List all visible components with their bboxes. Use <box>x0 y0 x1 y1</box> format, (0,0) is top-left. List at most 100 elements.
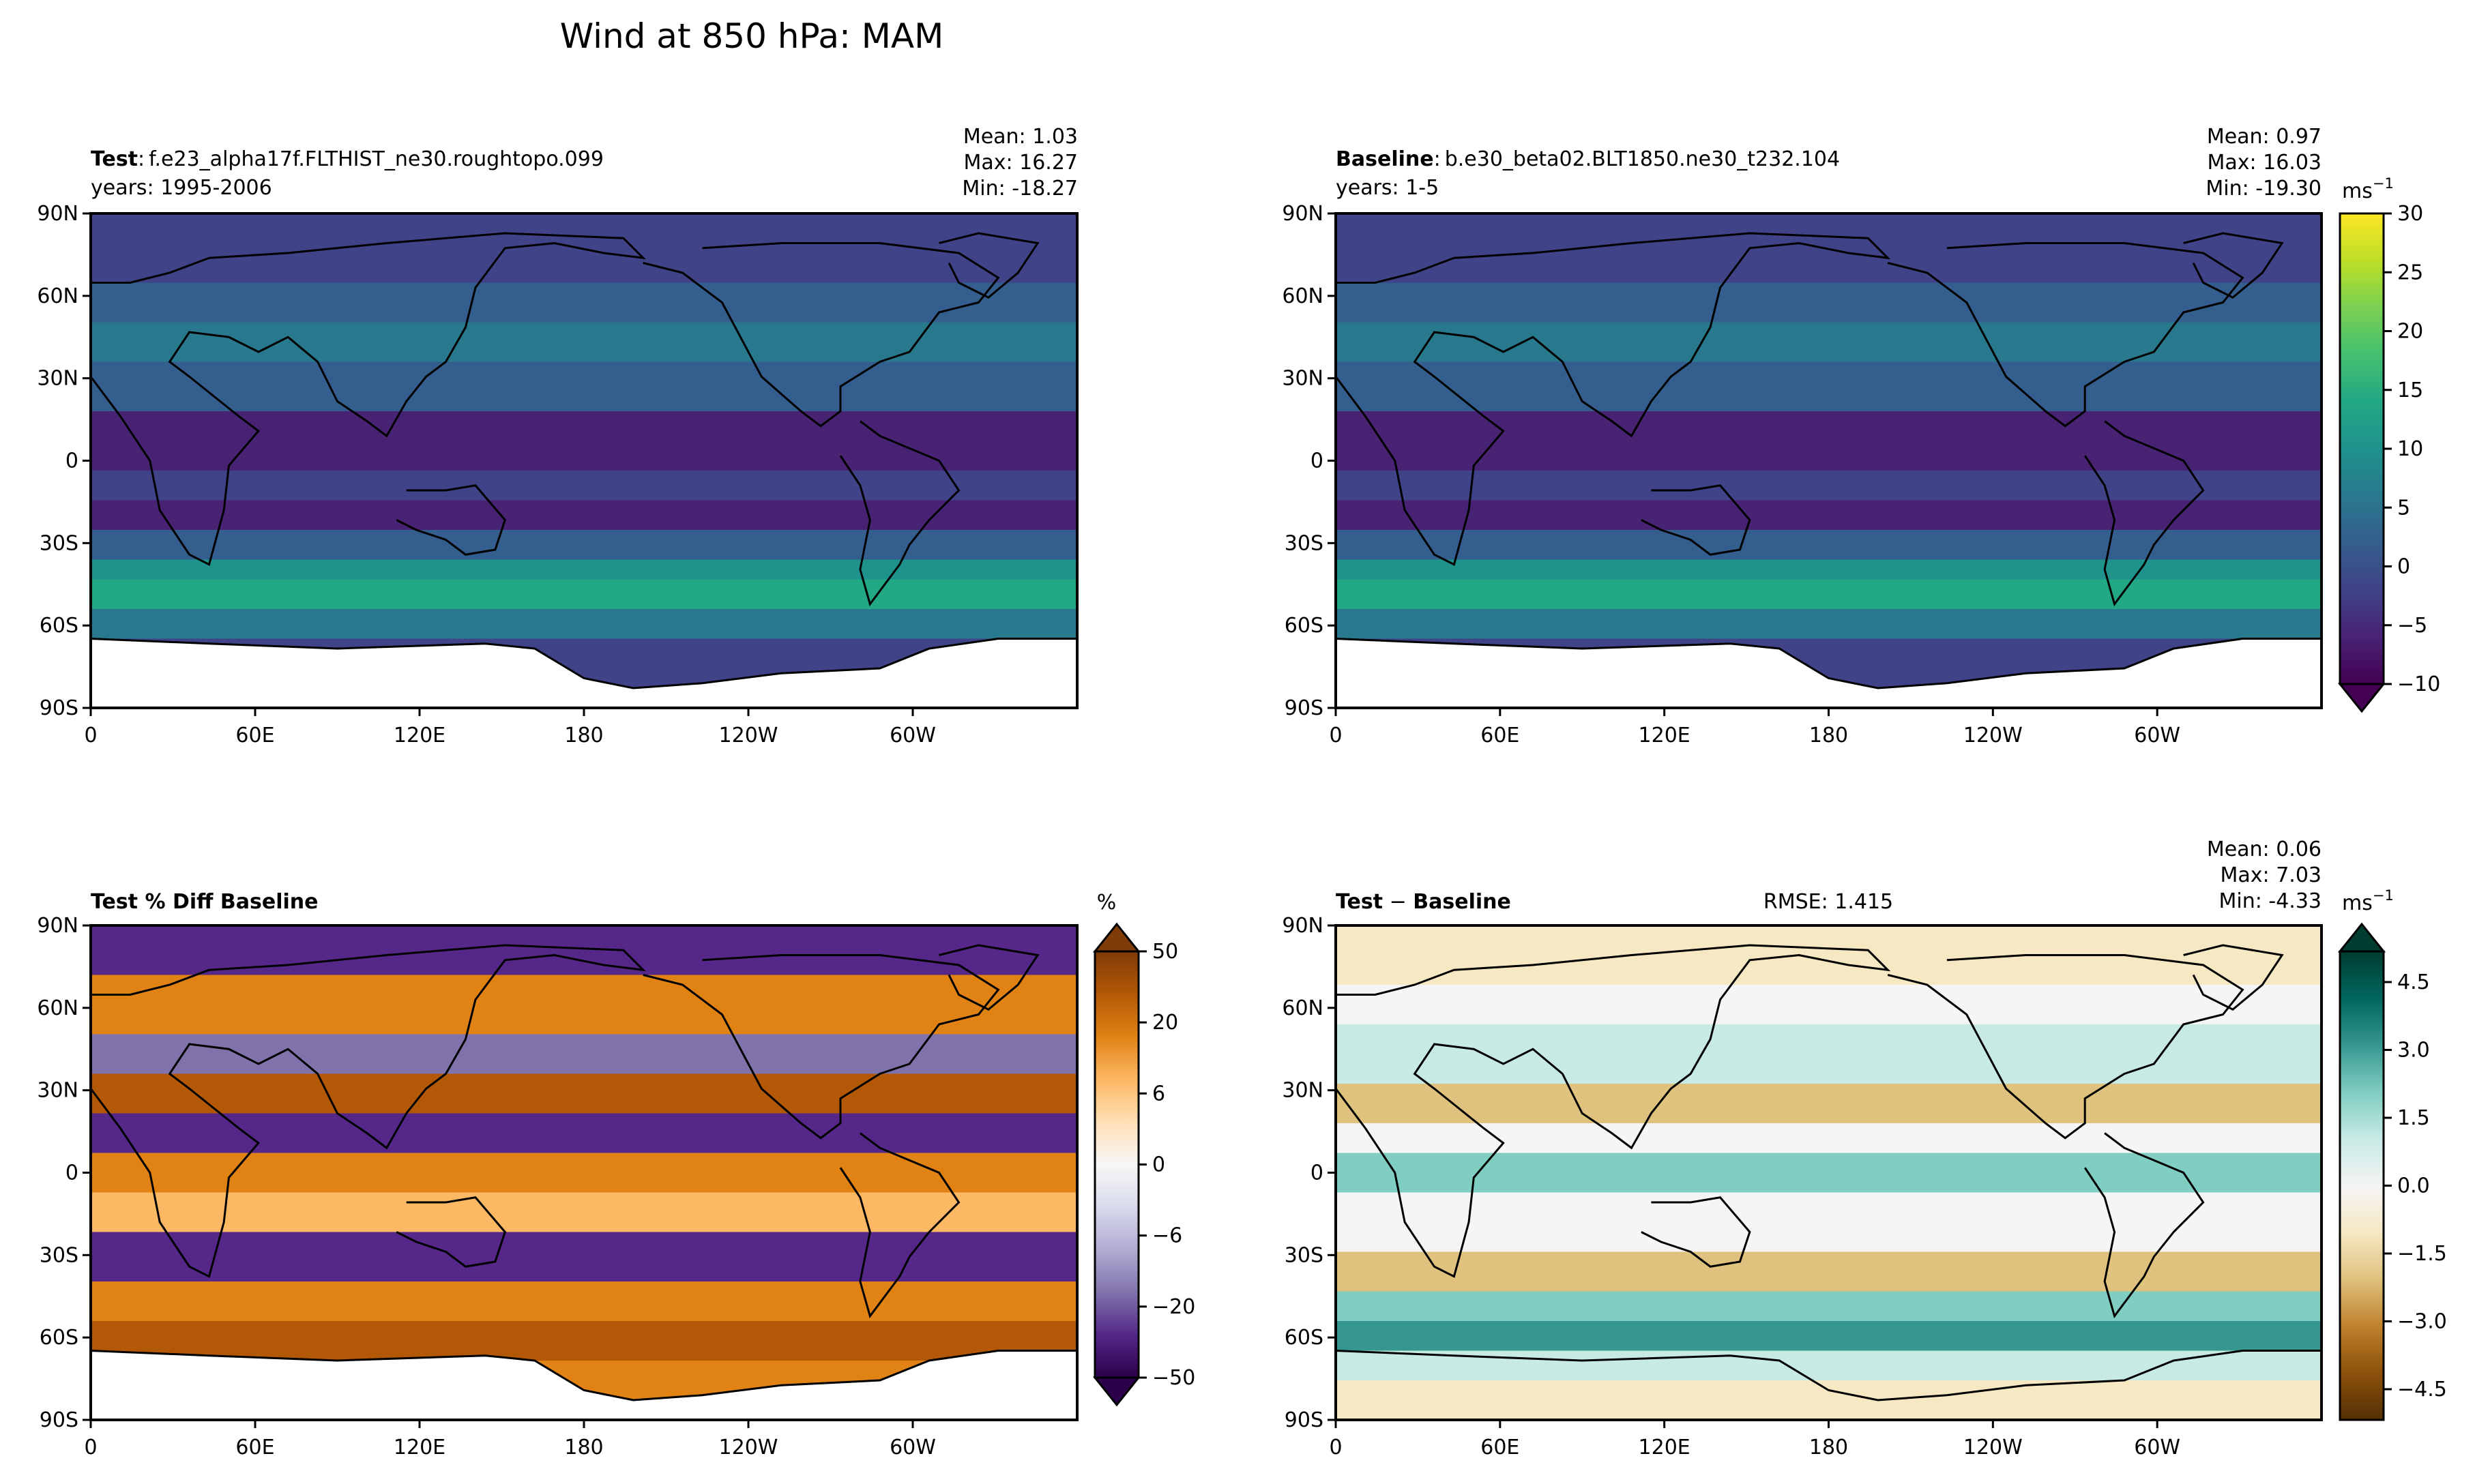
test-map: 90N 60N 30N 0 30S 60S 90S 0 60E 120E 180 120W 60W <box>37 202 1079 747</box>
colorbar-tick-label: 6 <box>1152 1082 1165 1105</box>
lon-tick-label: 120W <box>1963 1436 2023 1459</box>
lat-tick-label: 90S <box>40 696 78 720</box>
pct-colorbar: % 50 20 6 0 −6 −20 −50 <box>1092 891 1195 1407</box>
colorbar-tick-label: −50 <box>1152 1366 1195 1390</box>
lat-tick-label: 90S <box>1285 696 1323 720</box>
lon-tick-label: 60W <box>890 1436 936 1459</box>
panel-pct-diff: Test % Diff Baseline 90N 60N 30N 0 30S 60S 90S… <box>37 890 1079 1459</box>
lon-tick-label: 180 <box>564 1436 603 1459</box>
svg-text:Baseline:b.e30_beta02.BLT1850.: Baseline: b.e30_beta02.BLT1850.ne30_t232.… <box>1336 147 1840 171</box>
colorbar-tick-label: −5 <box>2397 614 2427 638</box>
baseline-title-label: Baseline <box>1336 147 1434 171</box>
diff-min: Min: -4.33 <box>2219 889 2322 913</box>
lon-tick-label: 60E <box>1480 1436 1519 1459</box>
lon-tick-label: 120W <box>719 724 778 747</box>
baseline-max: Max: 16.03 <box>2207 151 2322 175</box>
test-min: Min: -18.27 <box>962 177 1078 201</box>
lat-tick-label: 90N <box>1282 202 1323 226</box>
svg-text:ms−1: ms−1 <box>2342 175 2394 203</box>
lat-tick-label: 60S <box>1285 614 1323 638</box>
diff-colorbar: ms−1 4.5 3.0 1.5 0.0 −1.5 −3.0 −4.5 <box>2337 887 2447 1421</box>
colorbar-tick-label: 15 <box>2397 379 2423 402</box>
panel-diff: Test − Baseline RMSE: 1.415 Mean: 0.06 M… <box>1282 837 2323 1459</box>
baseline-min: Min: -19.30 <box>2206 177 2322 201</box>
diff-title-test: Test <box>1336 890 1383 914</box>
lon-tick-label: 0 <box>1329 1436 1342 1459</box>
baseline-title-sep: : <box>1434 147 1441 171</box>
colorbar-tick-label: 0 <box>1152 1153 1165 1177</box>
test-max: Max: 16.27 <box>963 151 1078 175</box>
svg-text:Test − Baseline: Test − Baseline <box>1336 890 1511 914</box>
diff-title-op: − <box>1383 890 1413 914</box>
wind-colorbar-unit: ms <box>2342 179 2373 203</box>
pct-diff-title: Test % Diff Baseline <box>91 890 319 914</box>
diff-colorbar-unit-sup: −1 <box>2373 887 2394 904</box>
lon-tick-label: 0 <box>1329 724 1342 747</box>
lat-tick-label: 60S <box>40 1326 78 1350</box>
baseline-years: years: 1-5 <box>1336 176 1439 200</box>
diff-rmse: RMSE: 1.415 <box>1763 890 1893 914</box>
lat-tick-label: 90N <box>37 914 78 938</box>
colorbar-tick-label: 10 <box>2397 437 2423 461</box>
svg-text:ms−1: ms−1 <box>2342 887 2394 915</box>
baseline-case-name: b.e30_beta02.BLT1850.ne30_t232.104 <box>1445 147 1840 171</box>
colorbar-tick-label: −20 <box>1152 1295 1195 1319</box>
lon-tick-label: 120E <box>394 1436 445 1459</box>
lat-tick-label: 0 <box>1310 1161 1323 1185</box>
colorbar-tick-label: −3.0 <box>2397 1310 2447 1334</box>
lon-tick-label: 180 <box>1809 724 1848 747</box>
test-case-name: f.e23_alpha17f.FLTHIST_ne30.roughtopo.09… <box>149 147 604 171</box>
lon-tick-label: 120W <box>1963 724 2023 747</box>
colorbar-tick-label: 5 <box>2397 496 2410 520</box>
lon-tick-label: 60W <box>890 724 936 747</box>
lat-tick-label: 60N <box>1282 284 1323 308</box>
lon-tick-label: 120E <box>1639 1436 1690 1459</box>
panel-test: Test: f.e23_alpha17f.FLTHIST_ne30.roughto… <box>37 125 1079 747</box>
lat-tick-label: 90N <box>1282 914 1323 938</box>
colorbar-tick-label: 0.0 <box>2397 1174 2430 1198</box>
lat-tick-label: 60S <box>40 614 78 638</box>
lat-tick-label: 30S <box>40 531 78 555</box>
lon-tick-label: 120W <box>719 1436 778 1459</box>
lat-tick-label: 60S <box>1285 1326 1323 1350</box>
colorbar-tick-label: 50 <box>1152 940 1178 964</box>
svg-text:Test:f.e23_alpha17f.FLTHIST_ne: Test: f.e23_alpha17f.FLTHIST_ne30.roughto… <box>91 147 604 171</box>
diff-colorbar-unit: ms <box>2342 891 2373 915</box>
lon-tick-label: 60E <box>235 1436 274 1459</box>
lat-tick-label: 90S <box>40 1408 78 1432</box>
lon-tick-label: 0 <box>84 724 97 747</box>
wind-colorbar-unit-sup: −1 <box>2373 175 2394 192</box>
pct-diff-map: 90N 60N 30N 0 30S 60S 90S 0 60E 120E 180 120W 60W <box>37 914 1079 1459</box>
baseline-map: 90N 60N 30N 0 30S 60S 90S 0 60E 120E 180 120W 60W <box>1282 202 2323 747</box>
lat-tick-label: 90N <box>37 202 78 226</box>
test-title-sep: : <box>138 147 145 171</box>
wind-colorbar: ms−1 30 25 20 15 10 5 0 −5 −10 <box>2337 175 2440 713</box>
lat-tick-label: 0 <box>1310 449 1323 473</box>
lat-tick-label: 30N <box>1282 367 1323 391</box>
colorbar-tick-label: −4.5 <box>2397 1378 2447 1401</box>
lat-tick-label: 30S <box>1285 531 1323 555</box>
figure-title: Wind at 850 hPa: MAM <box>560 16 943 56</box>
lon-tick-label: 60E <box>235 724 274 747</box>
lon-tick-label: 60W <box>2134 724 2180 747</box>
colorbar-tick-label: 20 <box>1152 1011 1178 1035</box>
colorbar-tick-label: −6 <box>1152 1224 1182 1248</box>
lat-tick-label: 0 <box>65 449 78 473</box>
lat-tick-label: 30N <box>1282 1079 1323 1103</box>
lon-tick-label: 60E <box>1480 724 1519 747</box>
diff-mean: Mean: 0.06 <box>2207 837 2322 861</box>
colorbar-tick-label: 30 <box>2397 202 2423 226</box>
lat-tick-label: 30N <box>37 367 78 391</box>
colorbar-tick-label: 20 <box>2397 320 2423 344</box>
baseline-mean: Mean: 0.97 <box>2207 125 2322 149</box>
colorbar-tick-label: 0 <box>2397 555 2410 579</box>
lon-tick-label: 180 <box>564 724 603 747</box>
lon-tick-label: 180 <box>1809 1436 1848 1459</box>
test-title-label: Test <box>91 147 138 171</box>
test-mean: Mean: 1.03 <box>963 125 1078 149</box>
lon-tick-label: 60W <box>2134 1436 2180 1459</box>
colorbar-tick-label: 1.5 <box>2397 1106 2430 1130</box>
lon-tick-label: 0 <box>84 1436 97 1459</box>
colorbar-tick-label: 3.0 <box>2397 1039 2430 1063</box>
